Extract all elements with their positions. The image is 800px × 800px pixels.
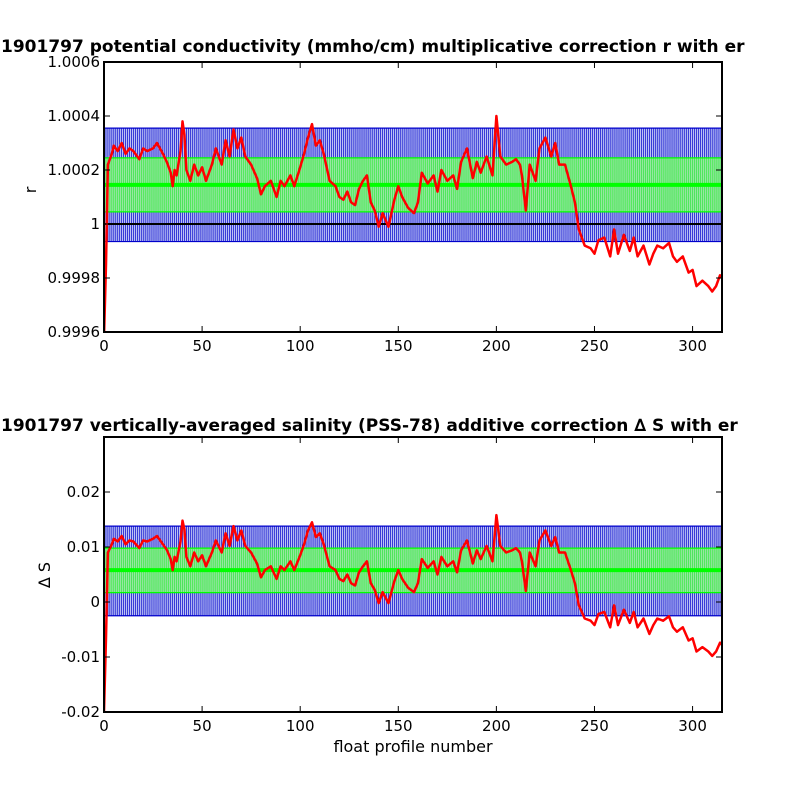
- x-tick-label: 200: [482, 337, 511, 355]
- correction-series-line: [104, 114, 722, 332]
- y-tick-label: 1.0002: [48, 161, 101, 179]
- x-tick-label: 100: [286, 717, 315, 735]
- x-tick-label: 200: [482, 717, 511, 735]
- x-tick-label: 150: [384, 337, 413, 355]
- salinity-correction-panel: 1901797 vertically-averaged salinity (PS…: [1, 416, 738, 756]
- x-tick-label: 0: [99, 717, 109, 735]
- axes-box: [103, 61, 723, 333]
- x-tick-label: 250: [580, 717, 609, 735]
- x-tick-label: 50: [193, 337, 212, 355]
- y-tick-label: 0.02: [67, 483, 100, 501]
- y-tick-label: 1.0006: [48, 53, 101, 71]
- y-axis-label: r: [21, 186, 40, 193]
- y-axis-label: ∆ S: [35, 562, 54, 589]
- y-tick-label: 1: [90, 215, 100, 233]
- conductivity-correction-panel: 1901797 potential conductivity (mmho/cm)…: [1, 37, 745, 355]
- x-tick-label: 50: [193, 717, 212, 735]
- panel-title: 1901797 potential conductivity (mmho/cm)…: [1, 37, 745, 57]
- y-tick-label: -0.02: [61, 703, 100, 721]
- x-tick-label: 300: [678, 337, 707, 355]
- y-tick-label: 0.9996: [48, 323, 101, 341]
- x-tick-label: 0: [99, 337, 109, 355]
- y-tick-label: 0.01: [67, 538, 100, 556]
- x-axis-label: float profile number: [333, 737, 493, 756]
- x-tick-label: 150: [384, 717, 413, 735]
- plot-area: [104, 513, 722, 712]
- x-tick-label: 250: [580, 337, 609, 355]
- axes-box: [103, 436, 723, 713]
- panel-title: 1901797 vertically-averaged salinity (PS…: [1, 416, 738, 436]
- plot-area: [104, 114, 722, 332]
- x-tick-label: 100: [286, 337, 315, 355]
- y-tick-label: 0.9998: [48, 269, 101, 287]
- correction-series-line: [104, 513, 722, 712]
- x-tick-label: 300: [678, 717, 707, 735]
- y-tick-label: 0: [90, 593, 100, 611]
- y-tick-label: -0.01: [61, 648, 100, 666]
- y-tick-label: 1.0004: [48, 107, 101, 125]
